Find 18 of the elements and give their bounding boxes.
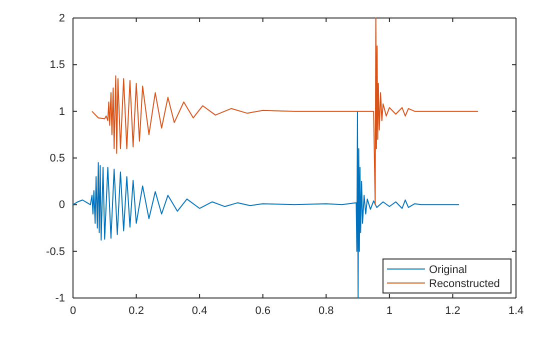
y-tick-label: -1 — [55, 292, 65, 305]
legend-label: Reconstructed — [429, 278, 500, 290]
x-tick-label: 1 — [386, 304, 392, 317]
y-tick-label: 2 — [58, 12, 65, 25]
y-tick-label: -0.5 — [46, 246, 65, 258]
x-tick-label: 0.4 — [192, 304, 208, 317]
y-tick-label: 0.5 — [50, 152, 65, 165]
y-tick-label: 1.5 — [50, 59, 65, 72]
y-tick-label: 1 — [58, 106, 65, 118]
x-tick-label: 0.8 — [318, 304, 334, 317]
x-tick-label: 0.6 — [255, 304, 271, 317]
x-tick-label: 1.4 — [508, 304, 524, 317]
x-tick-label: 0.2 — [128, 304, 144, 317]
y-tick-label: 0 — [58, 199, 65, 212]
x-tick-label: 1.2 — [445, 304, 460, 317]
line-series — [91, 18, 479, 206]
legend-label: Original — [429, 264, 467, 276]
x-tick-label: 0 — [70, 304, 76, 317]
